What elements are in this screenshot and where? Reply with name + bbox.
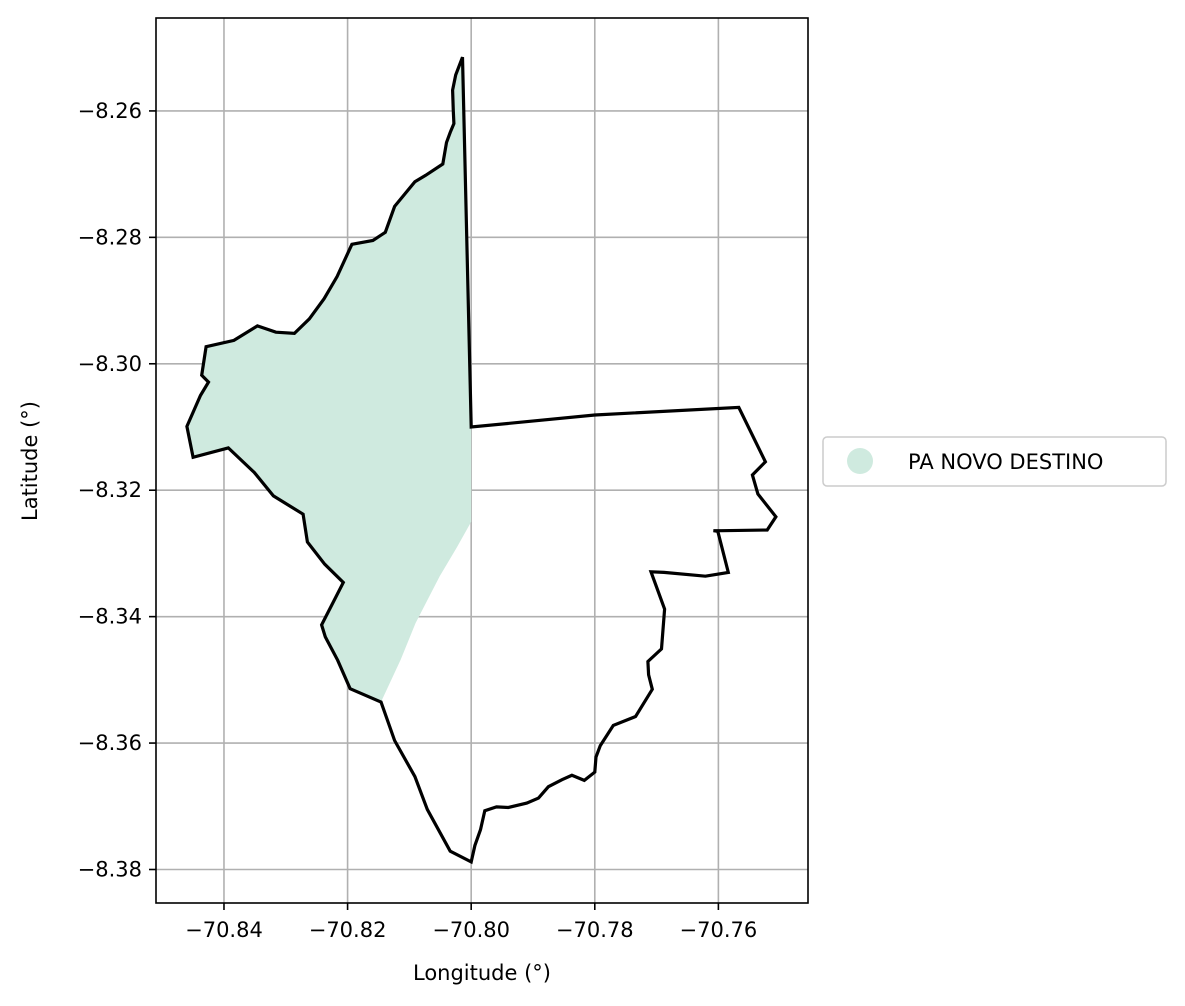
- y-axis-label: Latitude (°): [18, 401, 42, 521]
- x-axis-ticks: −70.84 −70.82 −70.80 −70.78 −70.76: [185, 903, 757, 942]
- x-tick-label: −70.84: [185, 918, 263, 942]
- x-tick-label: −70.82: [309, 918, 387, 942]
- x-axis-label: Longitude (°): [413, 961, 551, 985]
- y-axis-ticks: −8.26 −8.28 −8.30 −8.32 −8.34 −8.36 −8.38: [78, 99, 156, 881]
- legend: PA NOVO DESTINO: [822, 436, 1167, 487]
- plot-frame: [155, 17, 809, 904]
- y-tick-label: −8.36: [78, 731, 142, 755]
- x-tick-label: −70.80: [432, 918, 510, 942]
- territory-boundary-line: [185, 56, 778, 865]
- legend-box: [822, 436, 1167, 487]
- y-tick-label: −8.38: [78, 857, 142, 881]
- x-tick-label: −70.76: [680, 918, 758, 942]
- legend-marker-circle: [847, 448, 873, 474]
- y-tick-label: −8.32: [78, 478, 142, 502]
- y-tick-label: −8.30: [78, 352, 142, 376]
- legend-entry-label: PA NOVO DESTINO: [908, 450, 1103, 474]
- y-tick-label: −8.26: [78, 99, 142, 123]
- filled-area-pa-novo-destino: [186, 57, 472, 702]
- y-tick-label: −8.28: [78, 225, 142, 249]
- grid-lines: [156, 18, 808, 903]
- y-tick-label: −8.34: [78, 605, 142, 629]
- x-tick-label: −70.78: [556, 918, 634, 942]
